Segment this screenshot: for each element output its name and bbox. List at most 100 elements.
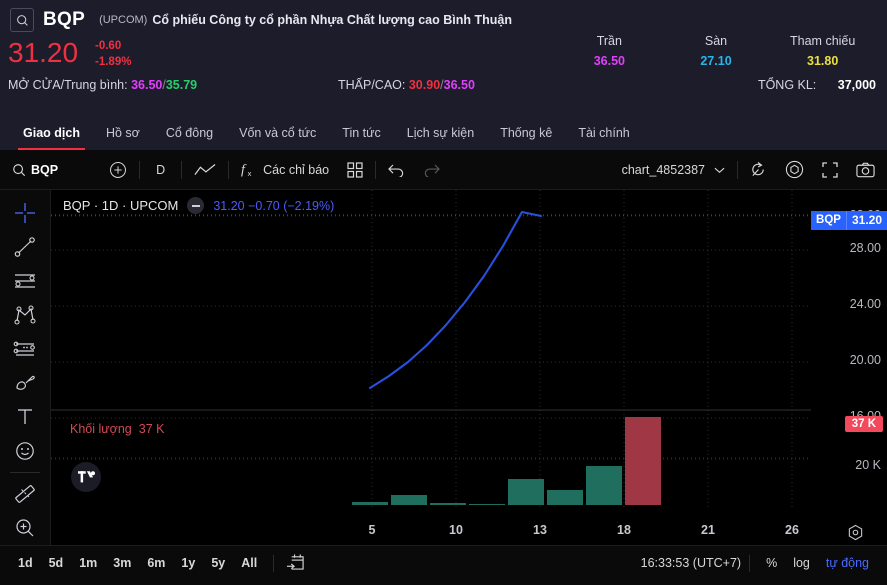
chart-symbol-search[interactable]: BQP [0, 150, 67, 189]
ceiling-value: 36.50 [593, 54, 625, 68]
drawing-toolbar [0, 190, 51, 545]
toolbar-divider [375, 160, 377, 179]
reference-cell: Tham chiếu 31.80 [769, 34, 876, 68]
volume-legend[interactable]: Khối lượng 37 K [63, 422, 164, 436]
indicators-button[interactable]: f x Các chỉ báo [232, 150, 338, 189]
range-5y[interactable]: 5y [211, 556, 226, 570]
low-high-label: THẤP/CAO: [338, 78, 406, 92]
chart-toolbar: BQP D f x Các chỉ báo chart_4852387 [0, 150, 887, 190]
tradingview-logo-icon[interactable] [71, 462, 101, 492]
interval-selector[interactable]: D [156, 162, 166, 177]
camera-icon [856, 162, 875, 177]
brush-icon[interactable] [8, 366, 42, 400]
trend-line-icon[interactable] [8, 230, 42, 264]
layout-button[interactable] [338, 150, 372, 189]
chart-name-selector[interactable]: chart_4852387 [613, 150, 734, 189]
chart-settings-icon[interactable] [847, 524, 865, 542]
tab-von-va-co-tuc[interactable]: Vốn và cổ tức [239, 126, 317, 140]
hide-series-icon[interactable] [187, 197, 205, 214]
svg-text:x: x [248, 169, 252, 178]
undo-button[interactable] [379, 150, 414, 189]
time-tick: 13 [533, 523, 547, 537]
stock-header: BQP (UPCOM) Cổ phiếu Công ty cổ phần Nhự… [0, 0, 887, 115]
horizontal-lines-icon[interactable] [8, 264, 42, 298]
change-percent: -1.89% [95, 56, 132, 68]
text-tool-icon[interactable] [8, 400, 42, 434]
chart-clock[interactable]: 16:33:53 (UTC+7) [640, 556, 742, 570]
range-5d[interactable]: 5d [48, 556, 64, 570]
emoji-icon[interactable] [8, 434, 42, 468]
zoom-in-icon[interactable] [8, 511, 42, 545]
alert-button[interactable] [776, 150, 813, 189]
low-high-row: THẤP/CAO: 30.90/36.50 [338, 78, 475, 92]
floor-value: 27.10 [700, 54, 732, 68]
high-value: 36.50 [443, 78, 475, 92]
ceiling-floor-ref-group: Trần 36.50 Sàn 27.10 Tham chiếu 31.80 [556, 34, 876, 68]
tab-tin-tuc[interactable]: Tin tức [342, 126, 381, 140]
tab-thong-ke[interactable]: Thống kê [500, 126, 553, 140]
volume-tick: 20 K [855, 458, 881, 472]
legend-quote: 31.20 −0.70 (−2.19%) [213, 198, 335, 213]
percent-scale-button[interactable]: % [766, 556, 778, 570]
price-line [368, 210, 543, 390]
tab-co-dong[interactable]: Cổ đông [165, 126, 214, 140]
goto-date-button[interactable] [282, 553, 309, 574]
header-top-row: BQP (UPCOM) Cổ phiếu Công ty cổ phần Nhự… [0, 0, 887, 32]
ceiling-cell: Trần 36.50 [556, 34, 663, 68]
fib-projection-icon[interactable] [8, 332, 42, 366]
time-axis[interactable]: 5 10 13 18 21 26 [51, 519, 812, 545]
time-tick: 26 [785, 523, 799, 537]
time-tick: 10 [449, 523, 463, 537]
replay-button[interactable] [741, 150, 776, 189]
indicators-label: Các chỉ báo [263, 162, 330, 177]
chart-plot[interactable]: BQP · 1D · UPCOM 31.20 −0.70 (−2.19%) Kh… [51, 190, 887, 545]
chart-symbol-label: BQP [31, 162, 59, 177]
tab-giao-dich[interactable]: Giao dịch [10, 126, 93, 150]
volume-legend-value: 37 K [138, 422, 165, 436]
measure-ruler-icon[interactable] [8, 477, 42, 511]
tab-tai-chinh[interactable]: Tài chính [578, 126, 630, 140]
range-3m[interactable]: 3m [113, 556, 132, 570]
toolbar-divider [10, 472, 40, 473]
time-tick: 21 [701, 523, 715, 537]
header-symbol: BQP [43, 9, 86, 30]
price-axis[interactable]: 32.00 28.00 24.00 20.00 16.00 20 K BQP 3… [811, 190, 887, 545]
chart-type-button[interactable] [185, 150, 225, 189]
range-1d[interactable]: 1d [18, 556, 33, 570]
total-volume-row: TỔNG KL: 37,000 [556, 78, 876, 92]
snapshot-button[interactable] [847, 150, 887, 189]
fx-icon: f x [241, 161, 252, 178]
grid-layout-icon [347, 161, 363, 178]
chart-legend[interactable]: BQP · 1D · UPCOM 31.20 −0.70 (−2.19%) [63, 197, 334, 214]
range-1y[interactable]: 1y [181, 556, 196, 570]
fullscreen-button[interactable] [813, 150, 847, 189]
floor-cell: Sàn 27.10 [663, 34, 770, 68]
volume-bars [352, 417, 661, 505]
line-chart-icon [194, 163, 216, 175]
total-volume-label: TỔNG KL: [757, 78, 817, 92]
undo-icon [388, 164, 404, 177]
add-symbol-button[interactable] [67, 150, 136, 189]
tab-ho-so[interactable]: Hồ sơ [105, 126, 140, 140]
crosshair-icon[interactable] [8, 196, 42, 230]
range-all[interactable]: All [241, 556, 258, 570]
header-company-name: Cổ phiếu Công ty cổ phần Nhựa Chất lượng… [152, 13, 512, 27]
volume-badge: 37 K [844, 416, 883, 432]
open-value: 36.50 [131, 78, 163, 92]
badge-symbol: BQP [811, 211, 846, 230]
goto-date-icon [287, 553, 304, 570]
pitchfork-icon[interactable] [8, 298, 42, 332]
legend-title: BQP · 1D · UPCOM [63, 198, 179, 213]
open-average-label: MỞ CỬA/Trung bình: [8, 78, 128, 92]
range-1m[interactable]: 1m [79, 556, 98, 570]
auto-scale-button[interactable]: tự động [825, 556, 869, 570]
log-scale-button[interactable]: log [793, 556, 810, 570]
range-6m[interactable]: 6m [147, 556, 166, 570]
open-average-row: MỞ CỬA/Trung bình: 36.50/35.79 [8, 78, 198, 92]
search-icon[interactable] [10, 8, 34, 32]
last-price-badge: BQP 31.20 [811, 211, 887, 230]
volume-legend-label: Khối lượng [70, 422, 132, 436]
redo-button[interactable] [414, 150, 449, 189]
last-price: 31.20 [8, 37, 79, 68]
tab-lich-su-kien[interactable]: Lịch sự kiện [406, 126, 475, 140]
